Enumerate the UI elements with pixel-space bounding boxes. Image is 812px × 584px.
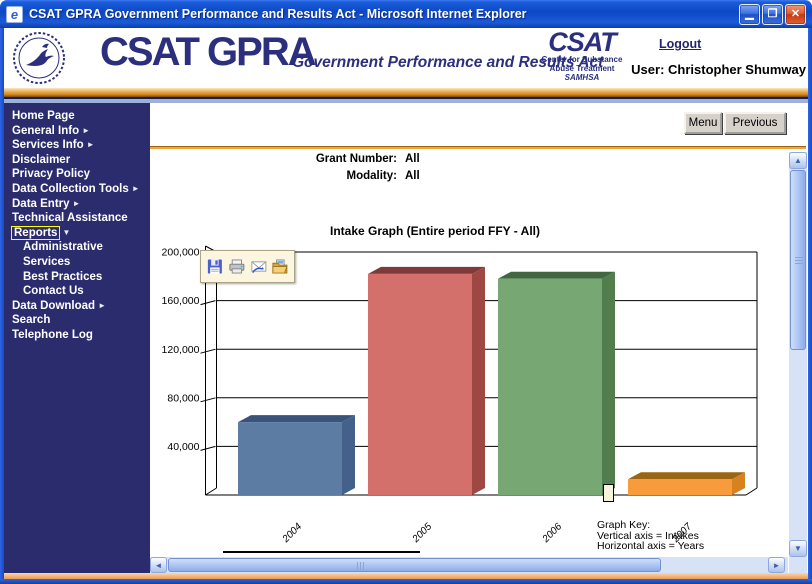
csat-samhsa-logo: CSAT Center for Substance Abuse Treatmen…: [538, 29, 626, 82]
sidebar-item-services-info[interactable]: Services Info►: [4, 138, 150, 153]
sidebar-item-label: General Info: [12, 125, 79, 137]
open-folder-icon[interactable]: [271, 257, 289, 276]
csat-line3: SAMHSA: [538, 73, 626, 82]
sidebar-item-label: Data Entry: [12, 198, 70, 210]
grant-number-value: All: [405, 153, 420, 165]
sidebar-item-label: Data Collection Tools: [12, 183, 129, 195]
save-icon[interactable]: [206, 257, 224, 276]
chart-slider-handle[interactable]: [603, 484, 614, 502]
minimize-button[interactable]: ▁: [739, 4, 760, 25]
svg-text:2006: 2006: [540, 521, 565, 546]
sidebar-item-label: Search: [12, 314, 50, 326]
csat-line1: Center for Substance: [538, 55, 626, 64]
modality-label: Modality:: [210, 170, 397, 182]
sidebar-item-label: Contact Us: [23, 285, 84, 297]
sidebar-item-search[interactable]: Search: [4, 313, 150, 328]
sidebar-item-telephone-log[interactable]: Telephone Log: [4, 328, 150, 343]
app-logo-text: CSAT GPRA: [100, 30, 315, 75]
previous-button[interactable]: Previous: [724, 112, 786, 134]
email-icon[interactable]: [250, 257, 268, 276]
sidebar-item-contact-us[interactable]: Contact Us: [4, 284, 150, 299]
main-content: Menu Previous Grant Number: All Modality…: [150, 103, 788, 572]
sidebar-item-technical-assistance[interactable]: Technical Assistance: [4, 211, 150, 226]
sidebar-item-label: Services Info: [12, 139, 84, 151]
gold-divider-stripe: [4, 88, 808, 97]
graph-key: Graph Key: Vertical axis = Intakes Horiz…: [597, 520, 767, 552]
logged-in-user: User: Christopher Shumway: [631, 62, 806, 77]
collapse-arrow-icon: ▼: [62, 228, 70, 237]
scroll-right-arrow-icon[interactable]: ►: [768, 557, 785, 573]
sidebar-item-label: Services: [23, 256, 70, 268]
sidebar-item-privacy-policy[interactable]: Privacy Policy: [4, 167, 150, 182]
svg-text:80,000: 80,000: [167, 392, 199, 404]
image-toolbar: [200, 250, 295, 283]
sidebar-item-disclaimer[interactable]: Disclaimer: [4, 153, 150, 168]
window-border-bottom: [0, 579, 812, 584]
sidebar-item-data-entry[interactable]: Data Entry►: [4, 197, 150, 212]
sidebar-item-label: Home Page: [12, 110, 75, 122]
grant-number-label: Grant Number:: [210, 153, 397, 165]
horizontal-scroll-thumb[interactable]: [168, 558, 661, 572]
expand-arrow-icon: ►: [73, 199, 81, 208]
horizontal-scrollbar[interactable]: ◄ ►: [150, 557, 788, 573]
window-title: CSAT GPRA Government Performance and Res…: [29, 7, 739, 21]
sidebar-item-administrative[interactable]: Administrative: [4, 240, 150, 255]
menu-button[interactable]: Menu: [684, 112, 722, 134]
graph-key-horizontal: Horizontal axis = Years: [597, 541, 767, 552]
svg-text:2005: 2005: [410, 521, 435, 546]
browser-window: e CSAT GPRA Government Performance and R…: [0, 0, 812, 584]
title-bar: e CSAT GPRA Government Performance and R…: [0, 0, 812, 28]
expand-arrow-icon: ►: [132, 184, 140, 193]
expand-arrow-icon: ►: [87, 140, 95, 149]
scroll-left-arrow-icon[interactable]: ◄: [150, 557, 167, 573]
maximize-button[interactable]: ❐: [762, 4, 783, 25]
print-icon[interactable]: [228, 257, 246, 276]
scrollbar-corner: [789, 557, 807, 573]
app-header: CSAT GPRA Government Performance and Res…: [4, 28, 808, 88]
internet-explorer-icon: e: [6, 6, 23, 23]
vertical-scrollbar[interactable]: ▲ ▼: [789, 152, 807, 557]
chart-title: Intake Graph (Entire period FFY - All): [210, 224, 660, 238]
expand-arrow-icon: ►: [98, 301, 106, 310]
svg-text:2004: 2004: [280, 521, 305, 546]
logout-link[interactable]: Logout: [659, 37, 701, 51]
graph-key-title: Graph Key:: [597, 520, 767, 531]
svg-text:40,000: 40,000: [167, 441, 199, 453]
expand-arrow-icon: ►: [82, 126, 90, 135]
scrolled-content-edge: [223, 551, 420, 553]
sidebar-item-label: Technical Assistance: [12, 212, 128, 224]
scroll-up-arrow-icon[interactable]: ▲: [789, 152, 807, 169]
sidebar-item-services[interactable]: Services: [4, 255, 150, 270]
csat-line2: Abuse Treatment: [538, 64, 626, 73]
sidebar-item-label: Telephone Log: [12, 329, 93, 341]
svg-text:120,000: 120,000: [162, 344, 200, 356]
modality-value: All: [405, 170, 420, 182]
svg-text:200,000: 200,000: [162, 247, 200, 259]
sidebar-item-label: Privacy Policy: [12, 168, 90, 180]
sidebar-item-label: Reports: [12, 227, 59, 239]
sidebar-item-label: Data Download: [12, 300, 95, 312]
sidebar-item-label: Disclaimer: [12, 154, 70, 166]
scroll-down-arrow-icon[interactable]: ▼: [789, 540, 807, 557]
csat-acronym: CSAT: [538, 29, 626, 55]
sidebar-item-reports[interactable]: Reports▼: [4, 226, 150, 241]
svg-text:160,000: 160,000: [162, 295, 200, 307]
vertical-scroll-thumb[interactable]: [790, 170, 806, 350]
sidebar-item-home-page[interactable]: Home Page: [4, 109, 150, 124]
sidebar-item-label: Administrative: [23, 241, 103, 253]
hhs-eagle-logo: [12, 31, 66, 85]
close-button[interactable]: ✕: [785, 4, 806, 25]
sidebar-item-data-collection-tools[interactable]: Data Collection Tools►: [4, 182, 150, 197]
sidebar-item-label: Best Practices: [23, 271, 102, 283]
sidebar-item-best-practices[interactable]: Best Practices: [4, 270, 150, 285]
sidebar-navigation: Home PageGeneral Info►Services Info►Disc…: [4, 103, 150, 573]
content-divider-line: [150, 146, 806, 149]
window-border-right: [808, 28, 812, 579]
sidebar-item-data-download[interactable]: Data Download►: [4, 299, 150, 314]
sidebar-item-general-info[interactable]: General Info►: [4, 124, 150, 139]
